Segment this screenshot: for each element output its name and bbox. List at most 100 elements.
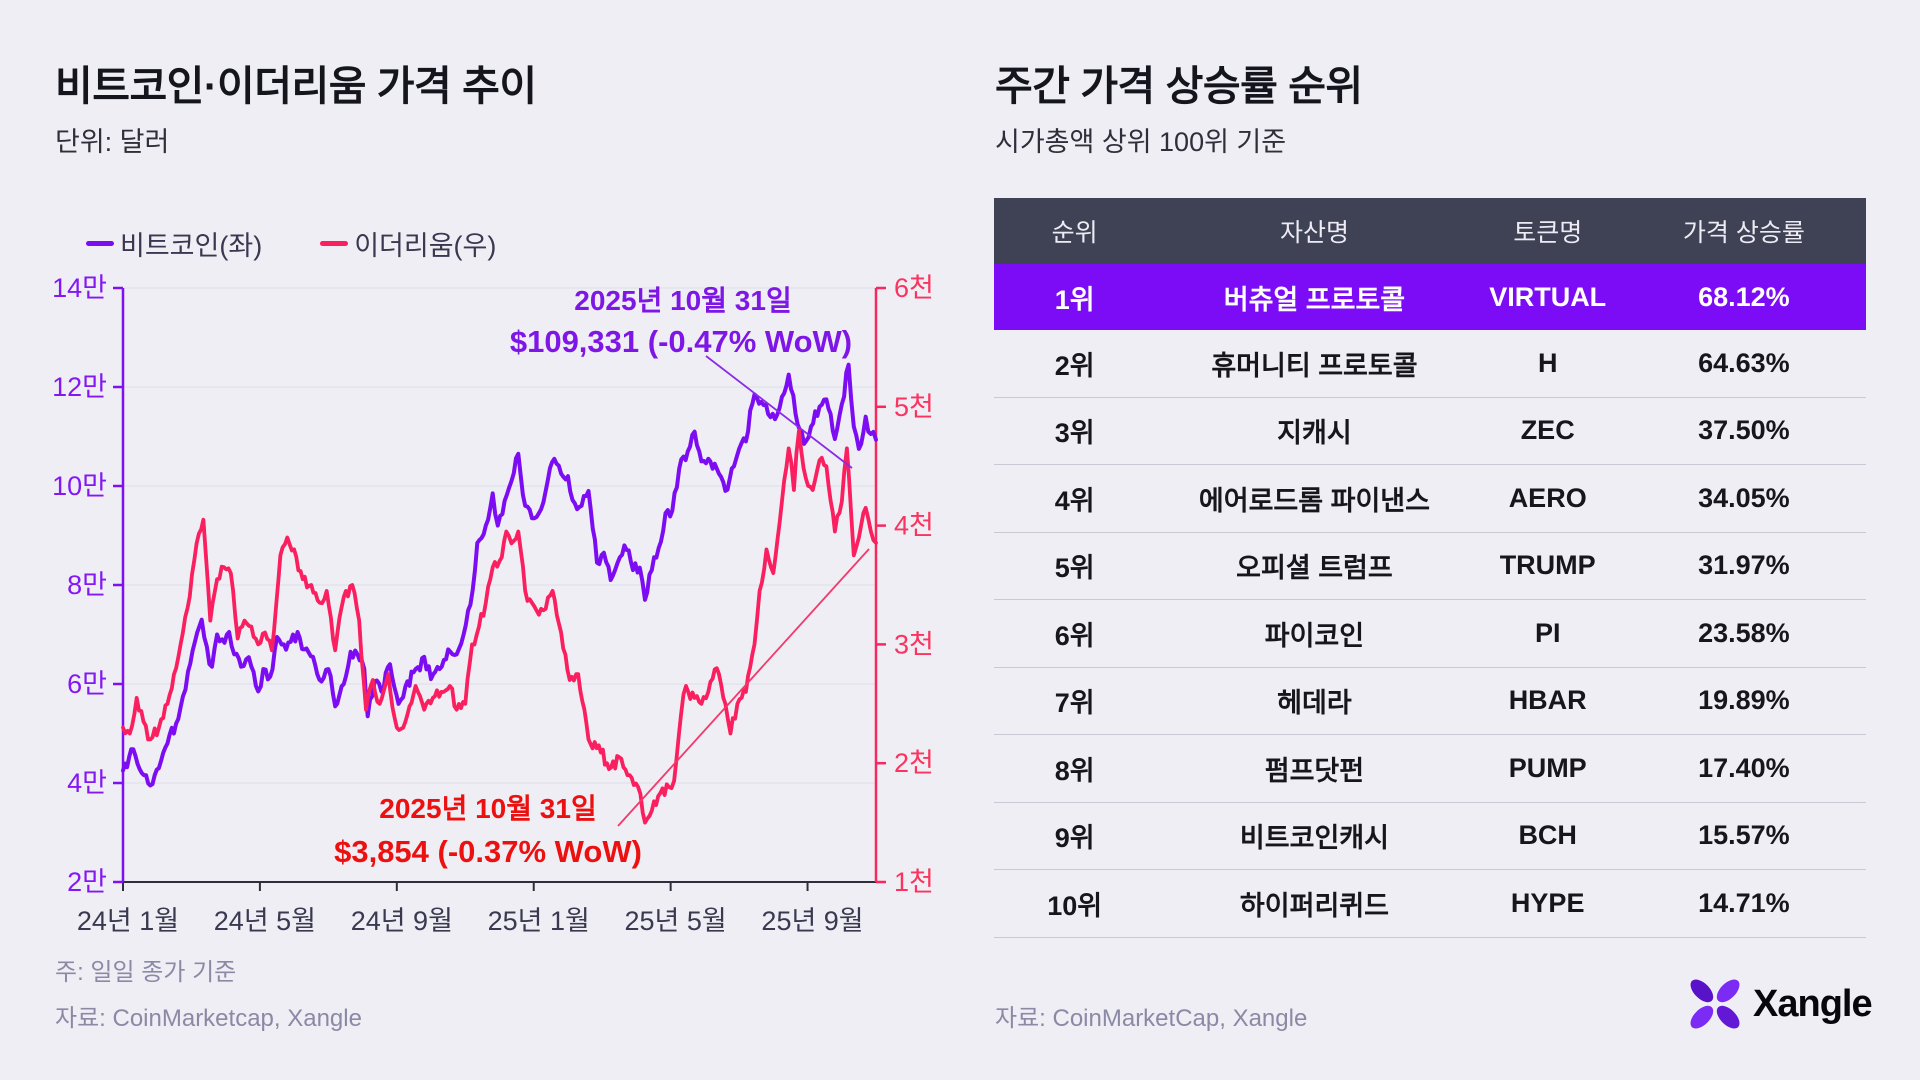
- x-axis-label: 25년 9월: [761, 906, 863, 936]
- left-title: 비트코인·이더리움 가격 추이: [55, 63, 537, 109]
- left-axis-label: 8만: [67, 570, 107, 600]
- cell-r5-c2: 오피셜 트럼프: [1236, 553, 1393, 584]
- table-row-rank-1: 1위 버츄얼 프로토콜 VIRTUAL 68.12%: [994, 264, 1866, 330]
- price-line-chart: 24년 1월 24년 5월 24년 9월 25년 1월 25년 5월 25년 9월 2만 4만…: [52, 273, 934, 936]
- cell-r8-c1: 8위: [1054, 755, 1095, 786]
- cell-r6-c4: 23.58%: [1698, 617, 1790, 648]
- column-header-4: 가격 상승률: [1682, 219, 1805, 247]
- x-axis-label: 24년 5월: [214, 906, 316, 936]
- btc-annotation-value: $109,331 (-0.47% WoW): [510, 324, 852, 359]
- table-row-rank-9: 9위 비트코인캐시 BCH 15.57%: [994, 803, 1866, 870]
- cell-r6-c1: 6위: [1054, 620, 1095, 651]
- right-source: 자료: CoinMarketCap, Xangle: [995, 1005, 1308, 1032]
- cell-r9-c1: 9위: [1054, 823, 1095, 854]
- cell-r7-c3: HBAR: [1508, 685, 1587, 716]
- btc-annotation-pointer: [705, 355, 853, 469]
- cell-r3-c2: 지캐시: [1277, 418, 1352, 449]
- right-axis-label: 2천: [894, 748, 934, 778]
- cell-r7-c1: 7위: [1054, 688, 1095, 719]
- cell-r2-c3: H: [1537, 347, 1558, 378]
- left-axis-label: 12만: [52, 372, 107, 402]
- cell-r9-c4: 15.57%: [1698, 820, 1790, 851]
- left-axis-label: 6만: [67, 669, 107, 699]
- table-row-rank-4: 4위 에어로드롬 파이낸스 AERO 34.05%: [994, 465, 1866, 533]
- ranking-table-header: 순위 자산명 토큰명 가격 상승률: [994, 198, 1866, 264]
- chart-legend: 비트코인(좌) 이더리움(우): [86, 224, 496, 263]
- column-header-1: 순위: [1051, 219, 1098, 247]
- legend-label-ethereum: 이더리움(우): [354, 231, 497, 261]
- cell-r9-c3: BCH: [1518, 820, 1577, 851]
- cell-r8-c3: PUMP: [1508, 752, 1587, 783]
- cell-r1-c2: 버츄얼 프로토콜: [1223, 284, 1406, 315]
- ethereum-price-line: [121, 428, 878, 825]
- cell-r7-c2: 헤데라: [1277, 688, 1352, 719]
- cell-r4-c2: 에어로드롬 파이낸스: [1198, 485, 1430, 516]
- cell-r5-c3: TRUMP: [1499, 550, 1596, 581]
- x-axis-label: 24년 1월: [77, 906, 179, 936]
- table-row-rank-2: 2위 휴머니티 프로토콜 H 64.63%: [994, 330, 1866, 398]
- left-axis-label: 4만: [67, 768, 107, 798]
- table-row-rank-3: 3위 지캐시 ZEC 37.50%: [994, 398, 1866, 465]
- column-header-2: 자산명: [1279, 219, 1349, 247]
- legend-item-bitcoin: 비트코인(좌): [86, 224, 262, 263]
- cell-r3-c4: 37.50%: [1698, 415, 1790, 446]
- cell-r5-c1: 5위: [1054, 553, 1095, 584]
- cell-r8-c4: 17.40%: [1698, 752, 1790, 783]
- table-row-rank-5: 5위 오피셜 트럼프 TRUMP 31.97%: [994, 533, 1866, 600]
- eth-annotation-value: $3,854 (-0.37% WoW): [334, 834, 642, 869]
- right-axis-label: 3천: [894, 629, 934, 659]
- cell-r4-c4: 34.05%: [1698, 482, 1790, 513]
- cell-r2-c1: 2위: [1054, 350, 1095, 381]
- left-axis-label: 14만: [52, 273, 107, 303]
- legend-item-ethereum: 이더리움(우): [320, 224, 496, 263]
- cell-r2-c4: 64.63%: [1698, 347, 1790, 378]
- ranking-table-body: 1위 버츄얼 프로토콜 VIRTUAL 68.12% 2위 휴머니티 프로토콜 H 64.63…: [994, 264, 1866, 938]
- right-axis-label: 5천: [894, 392, 934, 422]
- xangle-logo: Xangle: [1686, 972, 1873, 1036]
- ranking-table: 순위 자산명 토큰명 가격 상승률 1위 버츄얼 프로토콜 VIRTUAL 68.12% 2위…: [994, 198, 1866, 938]
- cell-r3-c1: 3위: [1054, 418, 1095, 449]
- left-axis-label: 10만: [52, 471, 107, 501]
- eth-annotation-pointer: [617, 548, 870, 827]
- cell-r1-c1: 1위: [1054, 284, 1095, 315]
- x-axis-label: 25년 5월: [625, 906, 727, 936]
- right-axis-label: 1천: [894, 867, 934, 897]
- eth-annotation-date: 2025년 10월 31일: [379, 793, 596, 824]
- cell-r10-c1: 10위: [1047, 890, 1103, 921]
- cell-r1-c4: 68.12%: [1698, 281, 1790, 312]
- cell-r7-c4: 19.89%: [1698, 685, 1790, 716]
- chart-note: 주: 일일 종가 기준: [55, 959, 237, 986]
- table-row-rank-6: 6위 파이코인 PI 23.58%: [994, 600, 1866, 668]
- cell-r5-c4: 31.97%: [1698, 550, 1790, 581]
- xangle-logo-text: Xangle: [1753, 982, 1873, 1025]
- cell-r10-c4: 14.71%: [1698, 887, 1790, 918]
- left-source: 자료: CoinMarketcap, Xangle: [55, 1005, 362, 1032]
- x-axis-label: 25년 1월: [488, 906, 590, 936]
- left-subtitle: 단위: 달러: [55, 127, 170, 157]
- bitcoin-price-line: [121, 362, 878, 788]
- cell-r3-c3: ZEC: [1520, 415, 1575, 446]
- bitcoin-line-swatch: [86, 241, 114, 246]
- table-row-rank-10: 10위 하이퍼리퀴드 HYPE 14.71%: [994, 870, 1866, 938]
- cell-r10-c2: 하이퍼리퀴드: [1239, 890, 1389, 921]
- cell-r9-c2: 비트코인캐시: [1239, 823, 1389, 854]
- right-axis-label: 4천: [894, 511, 934, 541]
- btc-annotation-date: 2025년 10월 31일: [574, 285, 791, 316]
- cell-r4-c1: 4위: [1054, 485, 1095, 516]
- table-row-rank-8: 8위 펌프닷펀 PUMP 17.40%: [994, 735, 1866, 803]
- cell-r2-c2: 휴머니티 프로토콜: [1211, 350, 1418, 381]
- ethereum-line-swatch: [320, 241, 349, 246]
- xangle-pinwheel-icon: [1690, 979, 1740, 1029]
- right-title: 주간 가격 상승률 순위: [995, 63, 1363, 109]
- left-axis-label: 2만: [67, 867, 107, 897]
- right-subtitle: 시가총액 상위 100위 기준: [995, 127, 1287, 157]
- table-row-rank-7: 7위 헤데라 HBAR 19.89%: [994, 668, 1866, 735]
- cell-r6-c3: PI: [1534, 617, 1561, 648]
- cell-r10-c3: HYPE: [1510, 887, 1585, 918]
- column-header-3: 토큰명: [1513, 219, 1583, 247]
- legend-label-bitcoin: 비트코인(좌): [120, 231, 263, 261]
- cell-r1-c3: VIRTUAL: [1489, 281, 1607, 312]
- right-axis-label: 6천: [894, 273, 934, 303]
- cell-r6-c2: 파이코인: [1264, 620, 1365, 651]
